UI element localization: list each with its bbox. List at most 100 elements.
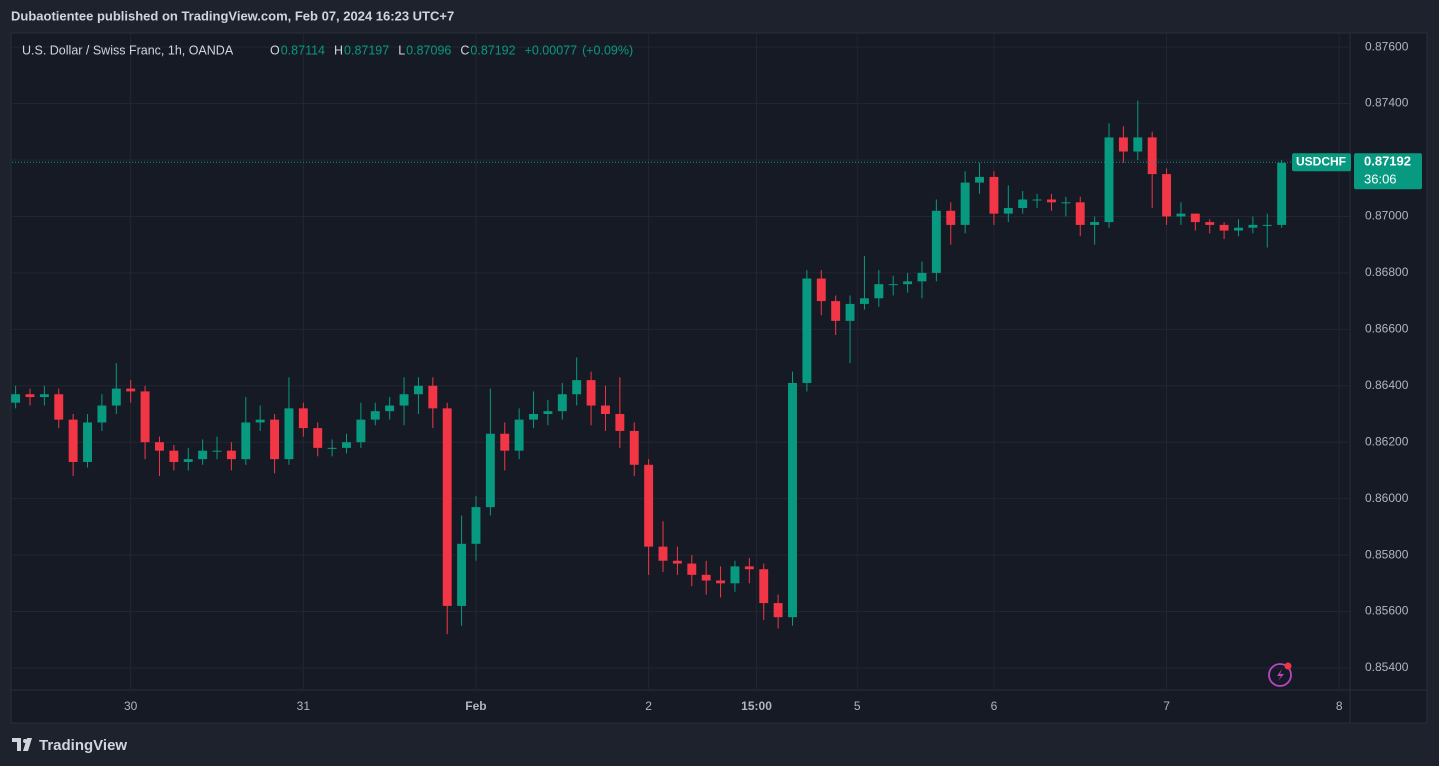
y-tick-label: 0.85400 (1365, 660, 1409, 674)
candle-body (183, 459, 193, 462)
y-tick-label: 0.87000 (1365, 209, 1409, 223)
candle-body (1277, 162, 1287, 225)
symbol-tag-text: USDCHF (1296, 154, 1346, 168)
candle-body (270, 419, 280, 460)
candle-body (284, 408, 294, 460)
candle-body (111, 388, 121, 406)
ohlc-value: 0.87197 (344, 43, 389, 57)
candle-body (413, 385, 423, 395)
ohlc-label: L (398, 43, 405, 57)
y-tick-label: 0.86400 (1365, 378, 1409, 392)
candle-body (931, 210, 941, 273)
candle-body (615, 413, 625, 431)
candle-body (744, 566, 754, 570)
countdown-text: 36:06 (1364, 172, 1397, 187)
y-tick-label: 0.87400 (1365, 96, 1409, 110)
candle-body (1075, 202, 1085, 225)
x-tick-label: 30 (124, 699, 138, 713)
y-tick-label: 0.86200 (1365, 434, 1409, 448)
x-tick-label: 15:00 (741, 699, 772, 713)
candle-body (342, 442, 351, 448)
candle-body (25, 394, 35, 398)
plot (11, 33, 1350, 690)
candle-body (1248, 224, 1258, 228)
candle-body (1104, 137, 1114, 223)
brand-text: TradingView (39, 737, 127, 754)
candle-body (759, 569, 769, 604)
y-tick-label: 0.86600 (1365, 321, 1409, 335)
candle-body (327, 447, 337, 449)
y-tick-label: 0.86800 (1365, 265, 1409, 279)
x-tick-label: 31 (297, 699, 311, 713)
candle-body (816, 278, 826, 302)
candle-body (241, 422, 251, 460)
candle-body (97, 405, 107, 423)
candle-body (68, 419, 78, 462)
candle-body (1234, 227, 1243, 231)
candle-body (831, 301, 841, 321)
ohlc-value: 0.87096 (406, 43, 451, 57)
chart-panel (10, 32, 1428, 724)
candle-body (529, 413, 538, 420)
candle-body (946, 210, 956, 225)
symbol-text: U.S. Dollar / Swiss Franc, 1h, OANDA (22, 43, 234, 57)
ohlc-value: 0.87114 (281, 43, 325, 57)
x-tick-label: 7 (1163, 699, 1170, 713)
candle-body (169, 450, 179, 462)
published-text: Dubaotientee published on TradingView.co… (11, 8, 454, 23)
candle-body (226, 450, 236, 460)
candle-body (672, 560, 682, 564)
candle-body (140, 391, 150, 443)
symbol-tag (1292, 153, 1351, 172)
candle-body (1176, 213, 1186, 217)
candle-body (356, 419, 366, 443)
x-tick-label: 6 (991, 699, 998, 713)
candle-body (788, 382, 797, 618)
candle-body (255, 419, 265, 423)
y-tick-label: 0.86000 (1365, 491, 1409, 505)
tv-logo (12, 738, 32, 751)
candle-body (39, 394, 49, 398)
candle-body (1162, 174, 1172, 217)
candle-body (485, 433, 495, 508)
candle-body (773, 603, 783, 618)
candle-body (874, 284, 884, 299)
candle-body (601, 405, 610, 414)
candle-body (1061, 202, 1071, 204)
candle-body (658, 546, 668, 561)
candle-body (716, 580, 726, 584)
candle-body (903, 281, 913, 285)
candle-body (859, 298, 869, 304)
candle-body (1219, 224, 1229, 231)
candle-body (1090, 222, 1100, 225)
x-tick-label: 5 (854, 699, 861, 713)
candle-body (442, 408, 452, 606)
candle-body (370, 411, 380, 420)
candle-body (644, 464, 654, 547)
candle-body (629, 430, 639, 465)
candle-body (1205, 222, 1215, 225)
ohlc-label: H (334, 43, 343, 57)
candle-body (845, 303, 855, 321)
candle-body (1118, 137, 1128, 152)
y-tick-label: 0.85600 (1365, 604, 1409, 618)
candle-body (543, 411, 553, 414)
price-tag (1354, 153, 1422, 190)
legend: O 0.87114 H 0.87197 L 0.87096 C 0.87192 +0.00077… (270, 43, 633, 57)
candle-body (399, 394, 409, 406)
alert-icon[interactable] (1268, 662, 1292, 687)
candle-body (83, 422, 92, 462)
candle-body (500, 433, 510, 451)
candle-body (385, 405, 395, 412)
candle-body (1190, 213, 1200, 223)
candle-body (572, 380, 582, 395)
candle-body (212, 450, 222, 452)
candle-body (701, 574, 711, 581)
candle-body (471, 507, 481, 544)
candle-body (298, 408, 308, 429)
candle-body (975, 176, 984, 183)
candle-body (687, 563, 697, 575)
price-tag-text: 0.87192 (1364, 154, 1411, 169)
x-tick-label: Feb (465, 699, 486, 713)
